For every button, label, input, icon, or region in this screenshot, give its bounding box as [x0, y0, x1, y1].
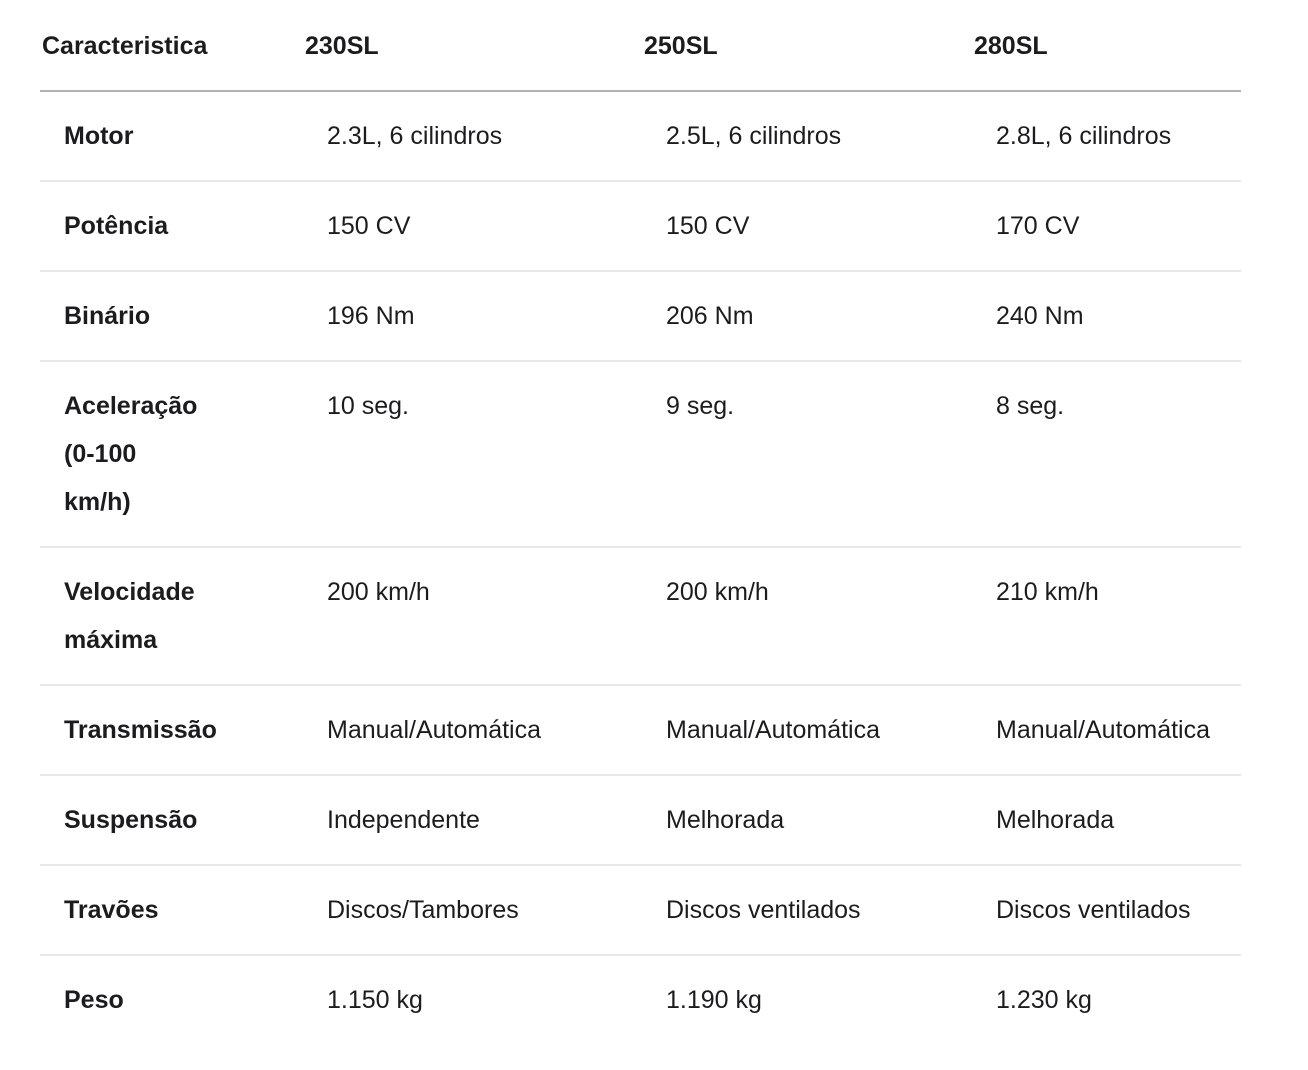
cell-value: 1.190 kg [666, 986, 762, 1014]
cell-value: 170 CV [972, 181, 1241, 272]
cell-value: Discos ventilados [642, 865, 972, 956]
table-row-motor: Motor 2.3L, 6 cilindros 2.5L, 6 cilindro… [40, 91, 1241, 182]
feature-label: Travões [40, 865, 303, 956]
cell-value: 10 seg. [303, 361, 642, 548]
feature-label: Aceleração (0-100 km/h) [40, 361, 303, 548]
feature-label: Transmissão [40, 685, 303, 776]
column-header-250sl: 250SL [642, 0, 972, 92]
cell-value: Discos/Tambores [303, 865, 642, 956]
cell-value: Manual/Automática [303, 685, 642, 776]
cell-value: Manual/Automática [972, 685, 1241, 776]
table-row-aceleracao: Aceleração (0-100 km/h) 10 seg. 9 seg. 8… [40, 361, 1241, 548]
cell-value: 150 CV [642, 181, 972, 272]
table-row-transmissao: Transmissão Manual/Automática Manual/Aut… [40, 685, 1241, 776]
cell-value: Discos ventilados [972, 865, 1241, 956]
feature-label: Peso [64, 986, 124, 1014]
column-header-280sl: 280SL [972, 0, 1241, 92]
specs-table: Caracteristica 230SL 250SL 280SL Motor 2… [40, 0, 1241, 1044]
cell-value: 1.150 kg [327, 986, 423, 1014]
feature-label: Motor [40, 91, 303, 182]
cell-value: Melhorada [642, 775, 972, 866]
cell-value: 196 Nm [303, 271, 642, 362]
cell-value: Melhorada [972, 775, 1241, 866]
cell-value: 206 Nm [642, 271, 972, 362]
cell-value: 1.230 kg [996, 986, 1092, 1014]
column-header-230sl: 230SL [303, 0, 642, 92]
cell-value: Independente [303, 775, 642, 866]
cell-value: 150 CV [303, 181, 642, 272]
table-row-binario: Binário 196 Nm 206 Nm 240 Nm [40, 271, 1241, 362]
cell-value: 200 km/h [642, 547, 972, 686]
header-row: Caracteristica 230SL 250SL 280SL [40, 0, 1241, 92]
column-header-caracteristica: Caracteristica [40, 0, 303, 92]
cell-value: 2.8L, 6 cilindros [972, 91, 1241, 182]
cell-value: Manual/Automática [642, 685, 972, 776]
feature-label: Potência [40, 181, 303, 272]
cell-value: 200 km/h [303, 547, 642, 686]
feature-label: Velocidade máxima [40, 547, 303, 686]
table-row-velocidade-maxima: Velocidade máxima 200 km/h 200 km/h 210 … [40, 547, 1241, 686]
table-row-peso: Peso 1.150 kg 1.190 kg 1.230 kg [40, 955, 1241, 1044]
feature-label: Binário [40, 271, 303, 362]
cell-value: 2.3L, 6 cilindros [303, 91, 642, 182]
table-row-potencia: Potência 150 CV 150 CV 170 CV [40, 181, 1241, 272]
cell-value: 9 seg. [642, 361, 972, 548]
feature-label: Suspensão [40, 775, 303, 866]
cell-value: 240 Nm [972, 271, 1241, 362]
cell-value: 210 km/h [972, 547, 1241, 686]
table-row-suspensao: Suspensão Independente Melhorada Melhora… [40, 775, 1241, 866]
table-row-travoes: Travões Discos/Tambores Discos ventilado… [40, 865, 1241, 956]
cell-value: 2.5L, 6 cilindros [642, 91, 972, 182]
cell-value: 8 seg. [972, 361, 1241, 548]
